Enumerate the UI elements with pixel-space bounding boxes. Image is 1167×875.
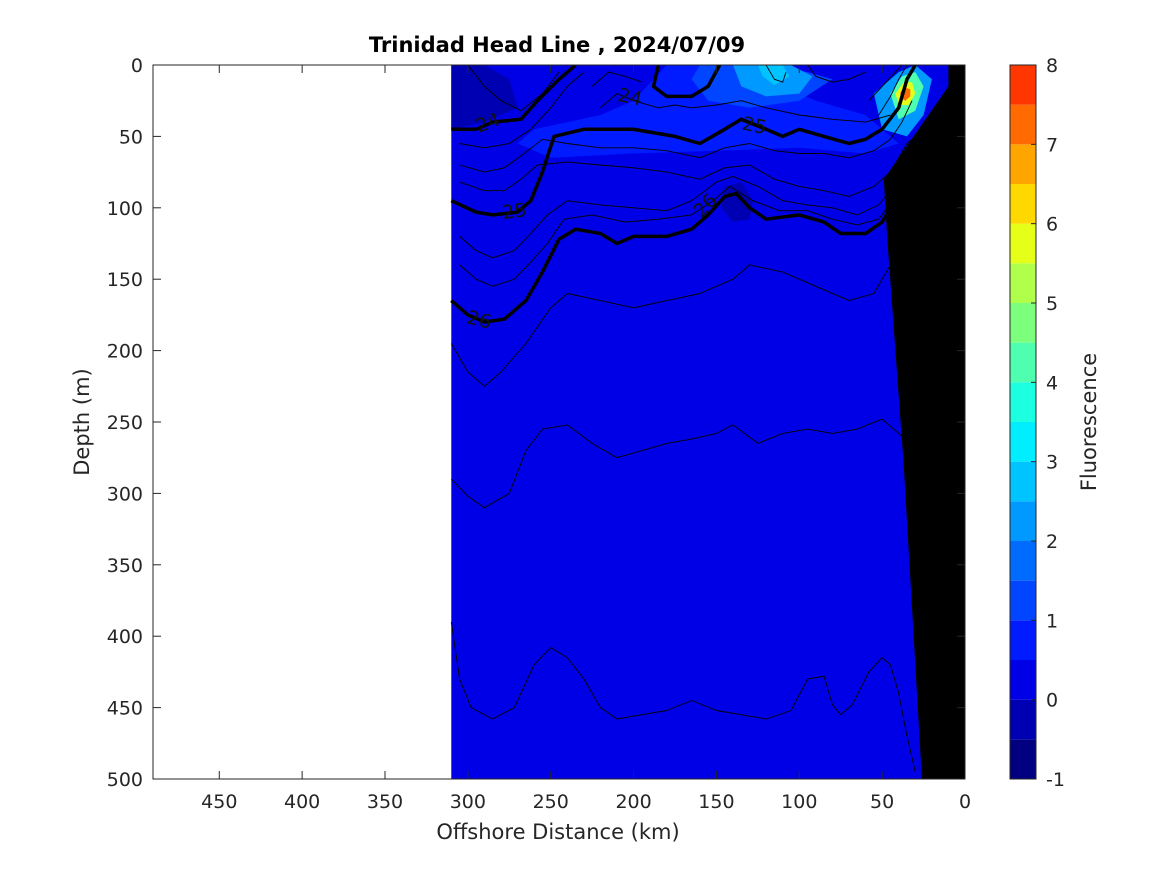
y-tick-label-250: 250 [107,412,143,434]
colorbar-band-3.5 [1010,382,1036,422]
y-tick-label-200: 200 [107,341,143,363]
colorbar-band-5 [1010,263,1036,303]
contour-label-3: 25 [740,113,768,140]
colorbar-band-4.5 [1010,303,1036,343]
x-tick-label-400: 400 [284,791,320,813]
fluorescence-dark-patch-150km [721,182,753,223]
colorbar: -1 0 1 2 3 4 5 6 7 8 [1009,55,1065,791]
colorbar-band-6 [1010,184,1036,224]
y-tick-label-100: 100 [107,198,143,220]
density-contour-thin-5 [450,418,925,509]
y-tick-label-150: 150 [107,269,143,291]
x-tick-label-350: 350 [367,791,403,813]
colorbar-band--1 [1010,739,1036,779]
colorbar-band-1 [1010,580,1036,621]
density-contour-thin-12 [459,161,929,287]
colorbar-band-7 [1010,104,1036,145]
density-contour-thin-7 [467,65,560,112]
density-contour-25-2 [450,65,917,217]
density-contour-thin-11 [459,143,929,259]
colorbar-tick-label-2: 2 [1046,531,1058,553]
colorbar-tick-label-1: 1 [1046,610,1058,632]
colorbar-tick-label-5: 5 [1046,293,1058,315]
colorbar-band-0 [1010,660,1036,700]
density-contour-thin-9 [459,100,913,173]
colorbar-band--0.5 [1010,699,1036,740]
x-tick-label-0: 0 [959,791,971,813]
contour-label-2: 25 [501,199,528,224]
colorbar-tick-label-8: 8 [1046,55,1058,77]
colorbar-band-2.5 [1010,461,1036,502]
colorbar-tick-label-4: 4 [1046,372,1058,394]
x-tick-label-250: 250 [533,791,569,813]
colorbar-band-0.5 [1010,620,1036,660]
colorbar-tick-label--1: -1 [1046,769,1065,791]
colorbar-label: Fluorescence [1077,353,1101,491]
density-contour-thin-18 [878,65,908,116]
fluorescence-dark-patch-offshore [451,65,518,130]
x-tick-label-100: 100 [781,791,817,813]
y-tick-label-350: 350 [107,555,143,577]
colorbar-band-6.5 [1010,144,1036,184]
colorbar-band-3 [1010,422,1036,462]
colorbar-band-2 [1010,501,1036,541]
density-contour-thin-16 [807,65,866,83]
seafloor-bathymetry [883,65,965,779]
x-tick-label-200: 200 [615,791,651,813]
colorbar-band-4 [1010,342,1036,383]
density-contour-thin-13 [600,93,891,123]
contour-label-1: 24 [616,84,644,111]
colorbar-frame [1009,64,1037,780]
fluorescence-cyan-bloom-core [757,65,790,85]
x-tick-label-300: 300 [450,791,486,813]
density-contour-thin-4 [450,221,946,387]
y-axis-label: Depth (m) [70,368,94,475]
y-tick-label-450: 450 [107,698,143,720]
density-contour-thin-17 [868,65,903,102]
density-contour-24-0 [451,65,577,132]
colorbar-tick-label-6: 6 [1046,214,1058,236]
x-tick-label-150: 150 [698,791,734,813]
fluorescence-elevated-near-surface [517,65,899,158]
density-contour-thin-8 [459,71,585,149]
y-tick-label-400: 400 [107,626,143,648]
chart-title: Trinidad Head Line , 2024/07/09 [369,33,745,57]
colorbar-tick-label-7: 7 [1046,134,1058,156]
y-tick-label-50: 50 [119,126,143,148]
density-contour-thin-14 [591,71,643,87]
density-contour-thin-6 [450,621,916,773]
colorbar-tick-label-3: 3 [1046,452,1058,474]
y-tick-label-500: 500 [107,769,143,791]
data-field-background [451,65,965,779]
x-tick-label-450: 450 [201,791,237,813]
density-contour-thin-10 [459,128,924,197]
colorbar-band-7.5 [1010,65,1036,105]
colorbar-band-5.5 [1010,223,1036,264]
colorbar-band-1.5 [1010,541,1036,581]
y-tick-label-300: 300 [107,483,143,505]
x-tick-label-50: 50 [870,791,894,813]
density-contour-24-1 [651,65,722,99]
y-tick-label-0: 0 [131,55,143,77]
x-axis-label: Offshore Distance (km) [436,820,679,844]
density-contour-thin-15 [765,65,787,83]
colorbar-tick-label-0: 0 [1046,690,1058,712]
